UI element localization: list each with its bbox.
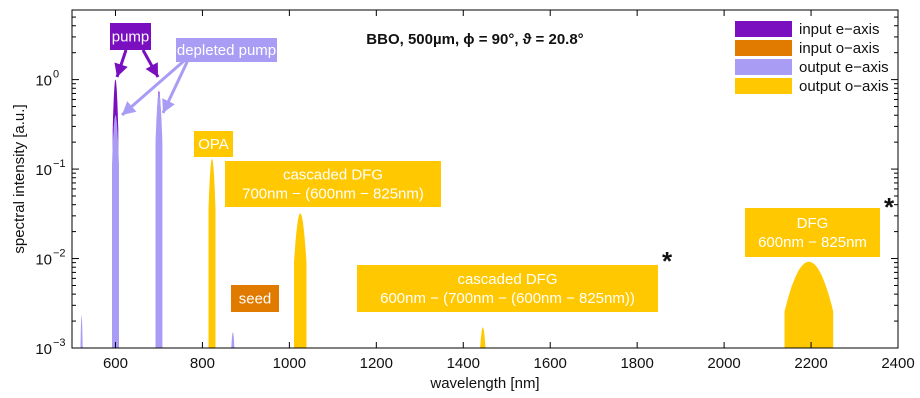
y-tick-label-2: 10 <box>35 162 52 179</box>
annotation-box-1 <box>176 38 277 62</box>
annotation-text-5-0: cascaded DFG <box>457 271 557 288</box>
plot-areas <box>80 79 834 349</box>
x-tick-label-4: 1400 <box>447 355 480 372</box>
plot-frame <box>71 9 899 349</box>
x-tick-label-7: 2000 <box>707 355 740 372</box>
annotation-text-0-0: pump <box>112 29 150 46</box>
x-tick-label-2: 1000 <box>273 355 306 372</box>
legend-swatch-1 <box>735 40 792 56</box>
y-tick-exp-1: −2 <box>53 248 66 260</box>
pump-arrow-left-head <box>114 62 128 77</box>
axis-ticks: 600 800 1000 1200 1400 1600 1800 2000 2200 2400 10… <box>35 9 915 372</box>
depleted-pump-arrow-left <box>121 58 186 117</box>
x-tick-label-1: 800 <box>190 355 215 372</box>
peak-s3-3 <box>784 261 834 348</box>
annotation-box-6 <box>745 208 880 257</box>
legend-label-0: input e−axis <box>799 21 879 38</box>
peak-s3-2 <box>478 327 487 348</box>
annotation-text-3-1: 700nm − (600nm − 825nm) <box>242 186 424 203</box>
peak-s2-3 <box>230 332 236 348</box>
depleted-pump-arrow-left-head <box>122 101 137 115</box>
annotation-box-0 <box>110 23 151 50</box>
legend-swatch-0 <box>735 21 792 37</box>
pump-arrow-right-head <box>145 62 158 77</box>
annotation-text-6-0: DFG <box>797 215 829 232</box>
asterisk-marker-0: * <box>662 246 673 276</box>
annotation-text-3-0: cascaded DFG <box>283 167 383 184</box>
x-tick-label-8: 2200 <box>794 355 827 372</box>
annotation-text-5-1: 600nm − (700nm − (600nm − 825nm)) <box>380 290 635 307</box>
peak-s2-2 <box>155 93 163 348</box>
y-tick-exp-0: −3 <box>53 337 66 349</box>
legend-swatch-2 <box>735 59 792 75</box>
y-axis-label: spectral intensity [a.u.] <box>11 104 28 253</box>
y-tick-exp-3: 0 <box>53 69 59 81</box>
depleted-pump-arrow-right-head <box>162 98 175 113</box>
y-tick-label-3: 10 <box>35 73 52 90</box>
x-axis-label: wavelength [nm] <box>429 375 539 392</box>
y-tick-label-1: 10 <box>35 252 52 269</box>
legend-label-1: input o−axis <box>799 40 879 57</box>
chart-title: BBO, 500µm, ϕ = 90°, ϑ = 20.8° <box>366 31 583 48</box>
legend-swatch-3 <box>735 78 792 94</box>
annotation-box-2 <box>194 131 233 157</box>
peak-s3-0 <box>208 158 216 348</box>
x-tick-label-3: 1200 <box>360 355 393 372</box>
annotation-labels: pump depleted pump OPA cascaded DFG 700nm − … <box>110 23 895 312</box>
asterisk-marker-1: * <box>884 192 895 222</box>
annotation-box-5 <box>357 265 658 312</box>
legend: input e−axis input o−axis output e−axis out… <box>735 21 889 95</box>
x-tick-label-6: 1800 <box>620 355 653 372</box>
x-tick-label-9: 2400 <box>881 355 914 372</box>
peak-s2-0 <box>80 315 83 348</box>
annotation-text-4-0: seed <box>239 291 272 308</box>
peak-s3-1 <box>294 213 307 348</box>
annotation-box-4 <box>231 285 279 312</box>
annotation-arrows <box>114 49 190 117</box>
legend-label-2: output e−axis <box>799 59 889 76</box>
annotation-box-3 <box>225 161 441 207</box>
annotation-text-1-0: depleted pump <box>177 42 276 59</box>
legend-label-3: output o−axis <box>799 78 889 95</box>
y-tick-label-0: 10 <box>35 341 52 358</box>
peak-s2-1 <box>112 115 119 348</box>
annotation-text-2-0: OPA <box>198 136 229 153</box>
x-tick-label-0: 600 <box>103 355 128 372</box>
annotation-text-6-1: 600nm − 825nm <box>758 234 867 251</box>
y-tick-exp-2: −1 <box>53 158 66 170</box>
x-tick-label-5: 1600 <box>534 355 567 372</box>
